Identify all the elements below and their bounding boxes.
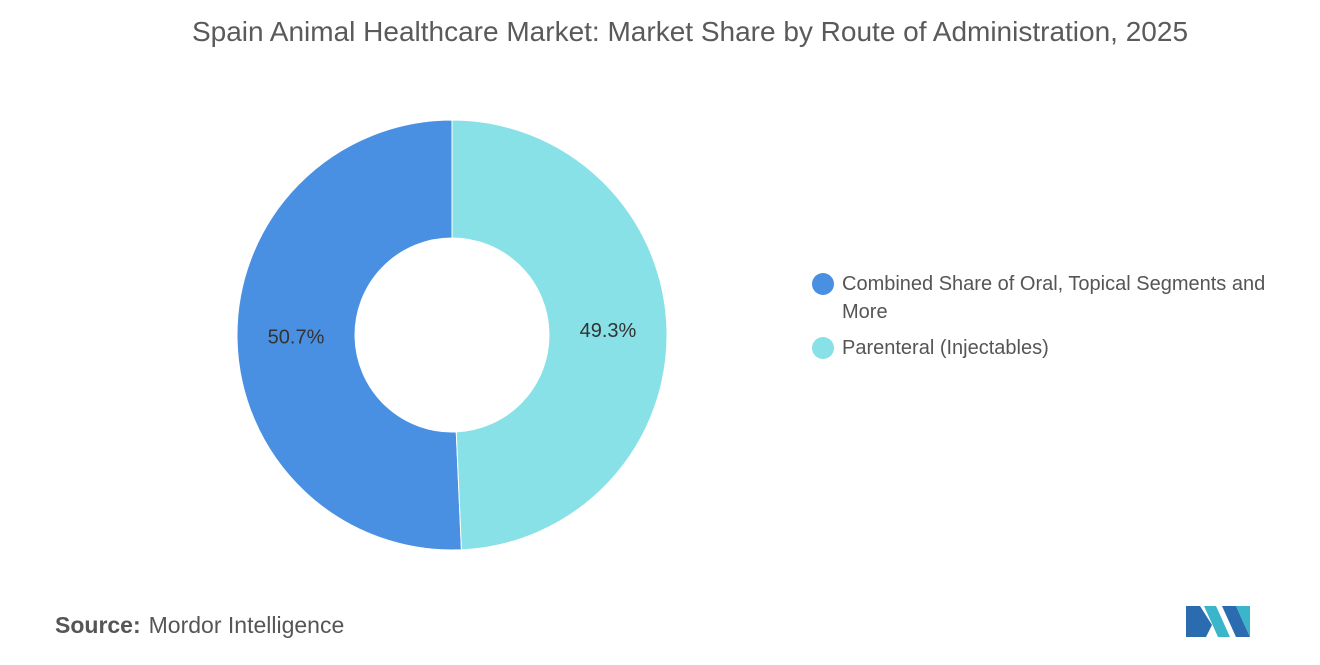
- donut-segment: [236, 119, 462, 551]
- source: Source: Mordor Intelligence: [55, 612, 344, 639]
- donut-segment: [451, 119, 668, 551]
- legend-label: Parenteral (Injectables): [842, 337, 1049, 359]
- legend-item: Combined Share of Oral, Topical Segments…: [812, 270, 1292, 326]
- legend-item: Parenteral (Injectables): [812, 334, 1292, 362]
- source-label: Source:: [55, 612, 141, 638]
- value-label: 49.3%: [580, 320, 637, 342]
- value-label: 50.7%: [268, 327, 325, 349]
- chart-title: Spain Animal Healthcare Market: Market S…: [191, 16, 1189, 47]
- logo: [1186, 606, 1250, 637]
- legend-swatch: [812, 273, 834, 295]
- legend-label: Combined Share of Oral, Topical Segments…: [842, 273, 1266, 323]
- source-text: Mordor Intelligence: [148, 612, 345, 638]
- legend-swatch: [812, 337, 834, 359]
